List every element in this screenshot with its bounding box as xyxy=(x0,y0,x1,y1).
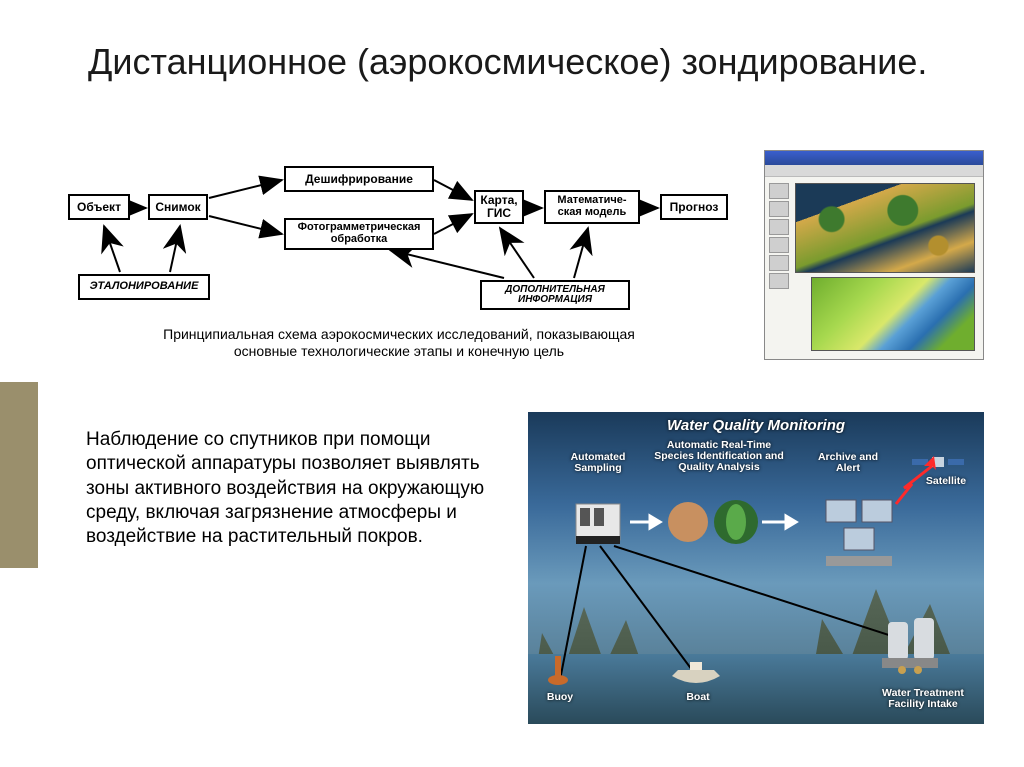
wqm-label-intake: Water Treatment Facility Intake xyxy=(868,688,978,710)
flowchart-caption: Принципиальная схема аэрокосмических исс… xyxy=(134,326,664,360)
page-title: Дистанционное (аэрокосмическое) зондиров… xyxy=(88,40,927,83)
gis-screenshot xyxy=(764,150,984,360)
flowchart-diagram: Объект Снимок Дешифрирование Фотограммет… xyxy=(64,150,744,385)
node-calib: ЭТАЛОНИРОВАНИЕ xyxy=(78,274,210,300)
gis-detail-map xyxy=(811,277,975,351)
body-text: Наблюдение со спутников при помощи оптич… xyxy=(86,428,486,550)
gis-toolbar xyxy=(769,183,791,291)
node-snapshot: Снимок xyxy=(148,194,208,220)
accent-bar xyxy=(0,382,38,568)
node-map: Карта, ГИС xyxy=(474,190,524,224)
wqm-label-buoy: Buoy xyxy=(540,692,580,703)
node-object: Объект xyxy=(68,194,130,220)
wqm-panel: Water Quality Monitoring Automated Sampl… xyxy=(528,412,984,724)
node-addinfo: ДОПОЛНИТЕЛЬНАЯ ИНФОРМАЦИЯ xyxy=(480,280,630,310)
node-decode: Дешифрирование xyxy=(284,166,434,192)
node-photo: Фотограмметрическая обработка xyxy=(284,218,434,250)
wqm-label-archive: Archive and Alert xyxy=(808,452,888,474)
wqm-label-satellite: Satellite xyxy=(916,476,976,487)
wqm-label-sampling: Automated Sampling xyxy=(558,452,638,474)
gis-titlebar xyxy=(765,151,983,165)
node-model: Математиче-ская модель xyxy=(544,190,640,224)
gis-world-map xyxy=(795,183,975,273)
wqm-label-species: Automatic Real-Time Species Identificati… xyxy=(654,440,784,473)
wqm-label-boat: Boat xyxy=(678,692,718,703)
node-forecast: Прогноз xyxy=(660,194,728,220)
gis-menubar xyxy=(765,165,983,177)
wqm-title: Water Quality Monitoring xyxy=(528,418,984,434)
